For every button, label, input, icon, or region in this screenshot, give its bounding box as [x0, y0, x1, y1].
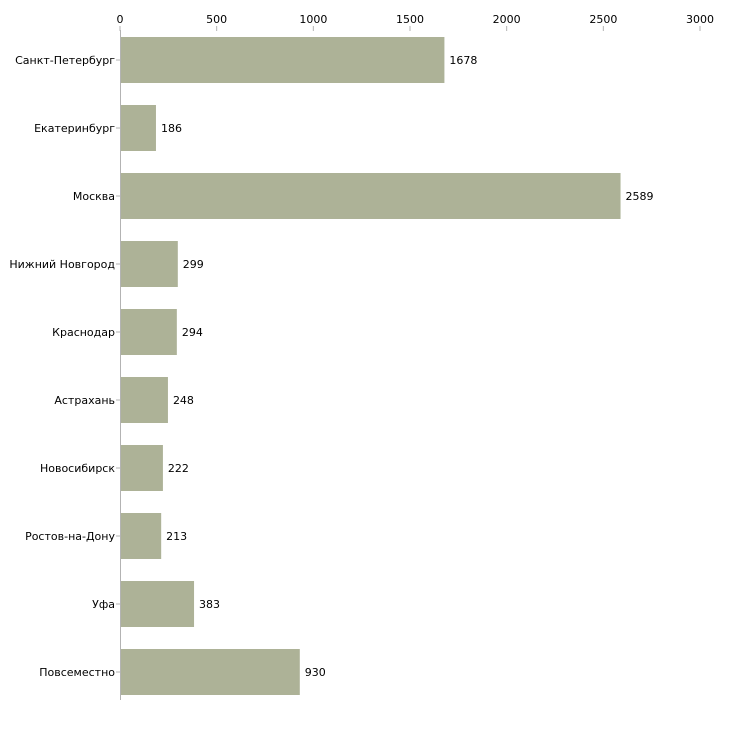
category-label: Уфа — [92, 598, 115, 611]
data-label: 1678 — [449, 54, 477, 67]
x-tick-label: 2000 — [493, 13, 521, 26]
bar — [120, 445, 163, 491]
category-label: Санкт-Петербург — [15, 54, 115, 67]
bar — [120, 309, 177, 355]
bar — [120, 241, 178, 287]
bar — [120, 377, 168, 423]
data-label: 294 — [182, 326, 203, 339]
data-label: 222 — [168, 462, 189, 475]
x-tick-label: 3000 — [686, 13, 714, 26]
bar — [120, 173, 621, 219]
data-label: 930 — [305, 666, 326, 679]
data-label: 186 — [161, 122, 182, 135]
x-axis: 0 500 1000 1500 2000 2500 3000 — [117, 13, 714, 31]
bar — [120, 513, 162, 559]
bar — [120, 649, 300, 695]
bar — [120, 105, 156, 151]
data-label: 248 — [173, 394, 194, 407]
category-label: Екатеринбург — [34, 122, 115, 135]
category-label: Новосибирск — [40, 462, 115, 475]
data-label: 2589 — [626, 190, 654, 203]
category-axis: Санкт-Петербург Екатеринбург Москва Нижний … — [9, 54, 120, 679]
category-label: Ростов-на-Дону — [25, 530, 115, 543]
category-label: Астрахань — [54, 394, 115, 407]
x-tick-label: 2500 — [589, 13, 617, 26]
x-tick-label: 1500 — [396, 13, 424, 26]
x-tick-label: 0 — [117, 13, 124, 26]
category-label: Краснодар — [52, 326, 115, 339]
bar — [120, 581, 195, 627]
data-label: 213 — [166, 530, 187, 543]
category-label: Москва — [73, 190, 115, 203]
x-tick-label: 500 — [206, 13, 227, 26]
category-label: Повсеместно — [39, 666, 115, 679]
category-label: Нижний Новгород — [9, 258, 115, 271]
data-label: 383 — [199, 598, 220, 611]
data-label: 299 — [183, 258, 204, 271]
x-tick-label: 1000 — [299, 13, 327, 26]
bar — [120, 37, 445, 83]
bars: 1678 186 2589 299 294 248 222 213 383 930 — [120, 37, 654, 695]
